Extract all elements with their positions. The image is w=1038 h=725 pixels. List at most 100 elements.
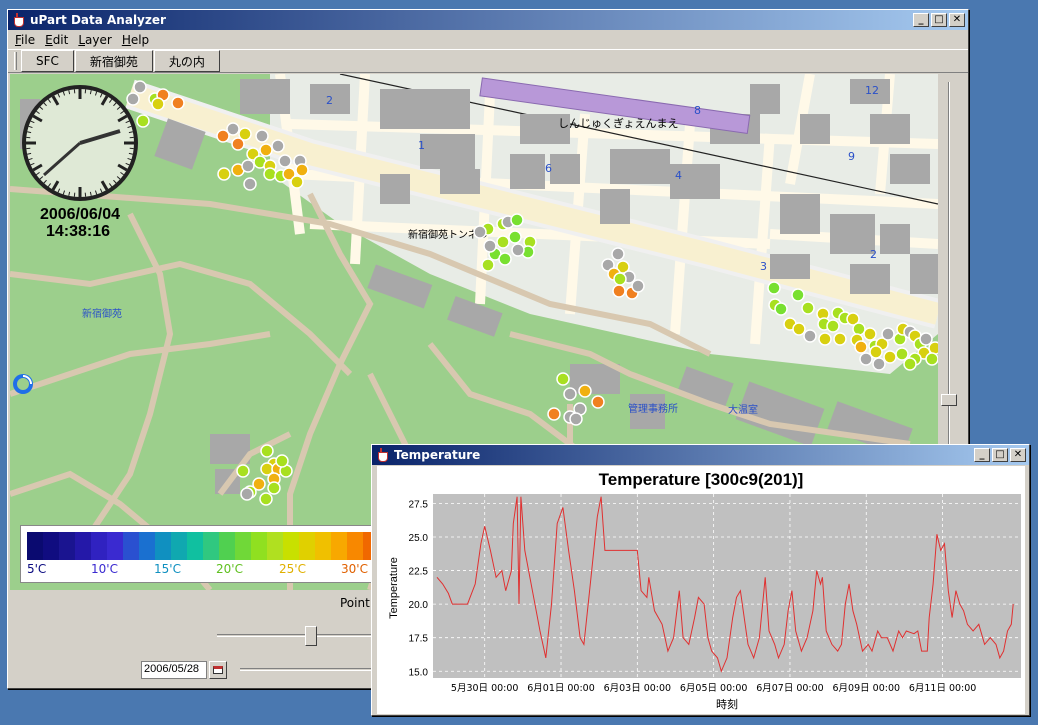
shinjuku-gyoen-button[interactable]: 新宿御苑 — [74, 50, 153, 72]
main-titlebar[interactable]: uPart Data Analyzer _ □ ✕ — [8, 10, 968, 30]
clock-tick — [116, 176, 121, 180]
sensor-dot — [275, 454, 289, 468]
map-label-office: 管理事務所 — [628, 402, 678, 415]
minimize-button[interactable]: _ — [913, 13, 929, 27]
sensor-dot — [240, 487, 254, 501]
legend-swatch — [139, 532, 155, 560]
clock-tick — [62, 190, 66, 195]
point-slider-knob[interactable] — [305, 626, 317, 646]
y-tick-labels: 15.0 17.5 20.0 22.5 25.0 27.5 — [409, 499, 429, 678]
clock-tick — [39, 106, 44, 110]
clock-tick — [47, 183, 52, 187]
x-axis-label: 時刻 — [716, 697, 738, 711]
menu-layer[interactable]: Layer — [78, 32, 112, 47]
sensor-dot — [238, 127, 252, 141]
y-axis-label: Temperature — [388, 557, 400, 619]
chart-minimize-button[interactable]: _ — [974, 448, 990, 462]
clock-tick — [28, 125, 33, 129]
clock-tick — [57, 93, 61, 98]
clock-tick — [57, 188, 61, 193]
clock-tick — [32, 163, 43, 172]
zoom-slider-thumb[interactable] — [941, 394, 957, 406]
y-tick-label: 20.0 — [409, 600, 429, 611]
sensor-dot — [511, 243, 525, 257]
x-tick-label: 6月01日 00:00 — [527, 683, 595, 694]
date-field[interactable]: 2006/05/28 — [141, 661, 207, 679]
station-building — [479, 77, 751, 134]
legend-swatch — [235, 532, 251, 560]
legend-label-15: 15'C — [154, 562, 181, 576]
menu-edit[interactable]: Edit — [45, 32, 69, 47]
map-label-tunnel: 新宿御苑トンネル — [408, 228, 488, 241]
sensor-dot — [151, 97, 165, 111]
sensor-dot — [883, 350, 897, 364]
clock-tick — [89, 191, 92, 196]
sensor-dot — [267, 481, 281, 495]
sensor-dot — [231, 137, 245, 151]
legend-label-20: 20'C — [216, 562, 243, 576]
legend-swatch — [331, 532, 347, 560]
sensor-dot — [826, 319, 840, 333]
clock-tick — [28, 157, 33, 161]
map-label-1: 1 — [418, 139, 425, 152]
map-label-2b: 2 — [870, 248, 877, 261]
chart-maximize-button[interactable]: □ — [992, 448, 1008, 462]
point-slider[interactable] — [217, 625, 377, 646]
clock-tick — [30, 162, 35, 166]
clock-tick — [99, 93, 103, 98]
analog-clock — [22, 85, 138, 201]
legend-swatch — [187, 532, 203, 560]
menu-file[interactable]: File — [15, 32, 36, 47]
close-button[interactable]: ✕ — [949, 13, 965, 27]
x-tick-label: 6月09日 00:00 — [833, 683, 901, 694]
clock-tick — [117, 163, 128, 172]
java-cup-icon — [11, 13, 25, 27]
clock-tick — [117, 114, 128, 123]
legend-swatch — [203, 532, 219, 560]
clock-tick — [113, 102, 117, 107]
maximize-button[interactable]: □ — [931, 13, 947, 27]
plot-area — [433, 494, 1021, 678]
sensor-dot — [126, 92, 140, 106]
marunouchi-button[interactable]: 丸の内 — [153, 50, 220, 72]
temperature-titlebar[interactable]: Temperature _ □ ✕ — [372, 445, 1029, 465]
map-label-8: 8 — [694, 104, 701, 117]
legend-swatch — [347, 532, 363, 560]
sensor-dot — [919, 332, 933, 346]
clock-tick — [36, 110, 40, 115]
sensor-dot — [226, 122, 240, 136]
sensor-dot — [791, 288, 805, 302]
sensor-dot — [259, 143, 273, 157]
clock-tick — [108, 99, 113, 103]
y-tick-label: 17.5 — [409, 634, 429, 645]
x-tick-label: 6月11日 00:00 — [909, 683, 977, 694]
clock-tick — [128, 131, 133, 134]
sensor-dot — [611, 247, 625, 261]
calendar-button[interactable] — [209, 661, 227, 679]
main-window-title: uPart Data Analyzer — [30, 13, 166, 27]
legend-swatch — [27, 532, 43, 560]
sfc-button[interactable]: SFC — [21, 50, 74, 72]
sensor-dot — [216, 129, 230, 143]
toolbar-grip[interactable] — [14, 52, 17, 70]
sensor-dot — [563, 387, 577, 401]
chart-close-button[interactable]: ✕ — [1010, 448, 1026, 462]
sensor-dot — [631, 279, 645, 293]
clock-tick — [51, 95, 60, 106]
park-paths — [10, 186, 911, 590]
sensor-dot — [290, 175, 304, 189]
sensor-dot — [498, 252, 512, 266]
sensor-dot — [774, 302, 788, 316]
legend-swatch — [219, 532, 235, 560]
clock-tick — [99, 188, 103, 193]
sensor-dot — [133, 80, 147, 94]
map-label-greenhouse: 大温室 — [728, 403, 758, 416]
map-label-12: 12 — [865, 84, 879, 97]
menu-help[interactable]: Help — [121, 32, 150, 47]
time-slider[interactable] — [240, 659, 380, 679]
clock-tick — [43, 102, 47, 107]
sensor-dot — [236, 464, 250, 478]
map-label-4: 4 — [675, 169, 682, 182]
sensor-dot — [260, 444, 274, 458]
sensor-dot — [263, 167, 277, 181]
